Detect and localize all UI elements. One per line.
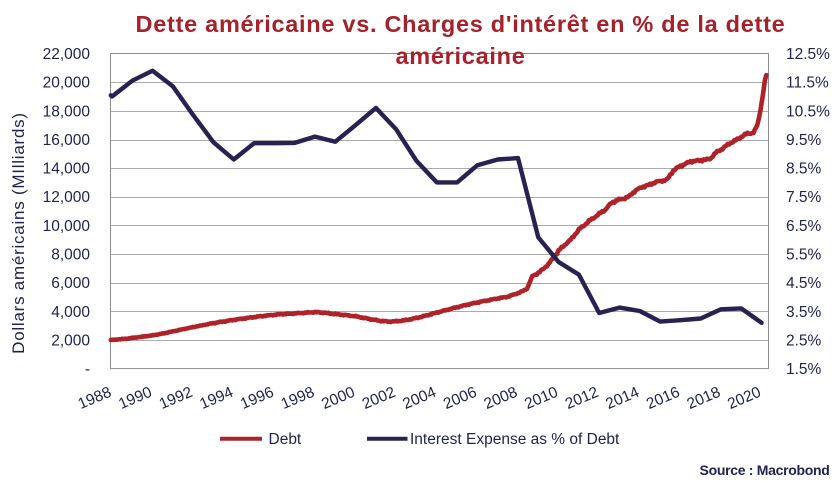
svg-text:américaine: américaine [395,43,525,69]
svg-text:14,000: 14,000 [43,161,91,178]
svg-text:2,000: 2,000 [51,333,90,350]
svg-text:11.5%: 11.5% [786,75,829,92]
svg-text:Dollars américains (MIlliards): Dollars américains (MIlliards) [9,112,28,354]
svg-text:-: - [85,361,90,378]
svg-text:16,000: 16,000 [43,132,91,149]
svg-text:6,000: 6,000 [51,275,90,292]
svg-text:9.5%: 9.5% [786,132,822,149]
svg-text:4.5%: 4.5% [786,275,822,292]
svg-text:20,000: 20,000 [43,75,91,92]
svg-text:12.5%: 12.5% [786,46,830,63]
svg-text:Interest Expense as % of Debt: Interest Expense as % of Debt [410,431,620,448]
svg-text:18,000: 18,000 [43,103,91,120]
svg-text:2.5%: 2.5% [786,333,822,350]
svg-text:Debt: Debt [269,431,302,448]
svg-text:Source : Macrobond: Source : Macrobond [700,462,830,478]
svg-text:10.5%: 10.5% [786,103,830,120]
svg-text:Dette américaine vs. Charges d: Dette américaine vs. Charges d'intérêt e… [136,11,786,37]
svg-text:22,000: 22,000 [43,46,91,63]
svg-text:8,000: 8,000 [51,247,90,264]
svg-text:4,000: 4,000 [51,304,90,321]
svg-text:12,000: 12,000 [43,189,91,206]
svg-text:5.5%: 5.5% [786,247,822,264]
svg-text:10,000: 10,000 [43,218,91,235]
svg-text:1.5%: 1.5% [786,361,822,378]
svg-text:8.5%: 8.5% [786,161,822,178]
svg-text:6.5%: 6.5% [786,218,822,235]
svg-text:3.5%: 3.5% [786,304,822,321]
svg-text:7.5%: 7.5% [786,189,822,206]
